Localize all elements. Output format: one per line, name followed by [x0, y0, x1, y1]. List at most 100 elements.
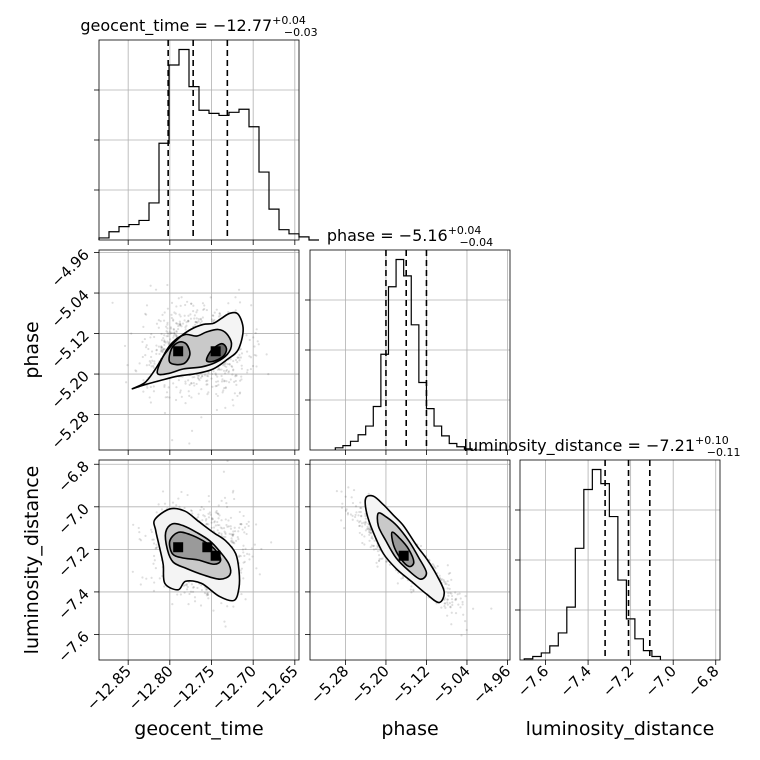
sample-point — [163, 585, 166, 588]
sample-point — [205, 380, 208, 383]
x-tick-label: −7.2 — [599, 662, 637, 700]
sample-point — [173, 331, 176, 334]
sample-point — [163, 385, 166, 388]
histogram-phase — [334, 258, 473, 450]
sample-point — [184, 583, 187, 587]
sample-point — [223, 386, 226, 390]
sample-point — [256, 340, 259, 343]
sample-point — [203, 304, 206, 307]
sample-point — [454, 591, 457, 594]
hist-grid — [99, 40, 299, 240]
sample-point — [211, 518, 214, 521]
sample-point — [177, 323, 180, 326]
sample-point — [210, 377, 213, 380]
sample-point — [236, 356, 239, 359]
sample-point — [214, 373, 218, 376]
sample-point — [188, 592, 191, 596]
sample-point — [199, 317, 203, 320]
sample-point — [166, 283, 169, 287]
sample-point — [224, 531, 227, 534]
sample-point — [163, 411, 167, 415]
sample-point — [247, 524, 250, 528]
y-tick-label: −7.2 — [54, 542, 92, 580]
sample-point — [171, 501, 175, 504]
sample-point — [454, 611, 458, 615]
sample-point — [168, 332, 172, 335]
sample-point — [205, 594, 208, 597]
sample-point — [160, 339, 164, 342]
sample-point — [161, 350, 164, 354]
sample-point — [373, 539, 376, 542]
sample-point — [170, 331, 174, 335]
sample-point — [153, 335, 156, 339]
sample-point — [177, 324, 180, 328]
sample-point — [248, 558, 251, 561]
sample-point — [380, 557, 383, 560]
sample-point — [200, 320, 203, 323]
sample-point — [218, 531, 221, 534]
sample-point — [195, 317, 198, 320]
sample-point — [218, 312, 221, 315]
sample-point — [205, 592, 208, 595]
sample-point — [172, 319, 175, 322]
sample-point — [163, 339, 166, 342]
sample-point — [230, 364, 233, 368]
title-sub: −0.03 — [284, 26, 318, 39]
sample-point — [179, 323, 182, 326]
sample-point — [173, 311, 176, 314]
sample-point — [145, 577, 148, 580]
sample-point — [164, 325, 168, 328]
sample-point — [222, 362, 226, 366]
sample-point — [235, 383, 238, 387]
sample-point — [196, 321, 199, 324]
sample-point — [180, 490, 183, 494]
sample-point — [238, 510, 241, 514]
sample-point — [150, 530, 153, 534]
sample-point — [381, 557, 384, 560]
y-tick-label: −5.12 — [48, 327, 93, 372]
sample-point — [220, 602, 223, 605]
x-tick-label: −7.0 — [642, 662, 680, 700]
sample-point — [157, 345, 161, 348]
sample-point — [163, 334, 166, 337]
sample-point — [238, 391, 242, 394]
x-axis-label: geocent_time — [134, 718, 263, 740]
sample-point — [175, 305, 178, 308]
sample-point — [344, 495, 347, 498]
sample-point — [464, 595, 467, 598]
sample-point — [171, 439, 174, 442]
sample-point — [443, 580, 446, 583]
sample-point — [217, 517, 220, 520]
sample-point — [210, 318, 214, 321]
sample-point — [242, 551, 245, 554]
sample-point — [138, 538, 141, 541]
sample-point — [175, 504, 178, 507]
sample-point — [217, 315, 221, 318]
hist-panel-geocent_time: geocent_time = −12.77+0.04 −0.03 — [80, 14, 319, 241]
sample-point — [449, 571, 452, 575]
sample-point — [364, 517, 367, 520]
sample-point — [210, 521, 213, 524]
sample-point — [369, 531, 372, 534]
title-sup: +0.04 — [448, 224, 482, 237]
sample-point — [165, 330, 168, 333]
sample-point — [169, 326, 172, 329]
sample-point — [200, 375, 204, 378]
sample-point — [189, 302, 193, 305]
joint-frame — [98, 459, 300, 661]
sample-point — [359, 520, 362, 523]
sample-point — [148, 363, 151, 367]
sample-point — [224, 532, 227, 536]
sample-point — [167, 341, 170, 344]
sample-point — [251, 555, 254, 558]
sample-point — [175, 330, 178, 334]
sample-point — [231, 539, 234, 542]
y-tick-label: −7.4 — [54, 585, 92, 623]
sample-point — [360, 515, 363, 518]
sample-point — [225, 523, 228, 527]
sample-point — [360, 514, 363, 517]
sample-point — [232, 541, 235, 544]
x-tick-label: −12.75 — [166, 662, 218, 714]
sample-point — [363, 535, 366, 538]
sample-point — [180, 395, 183, 398]
